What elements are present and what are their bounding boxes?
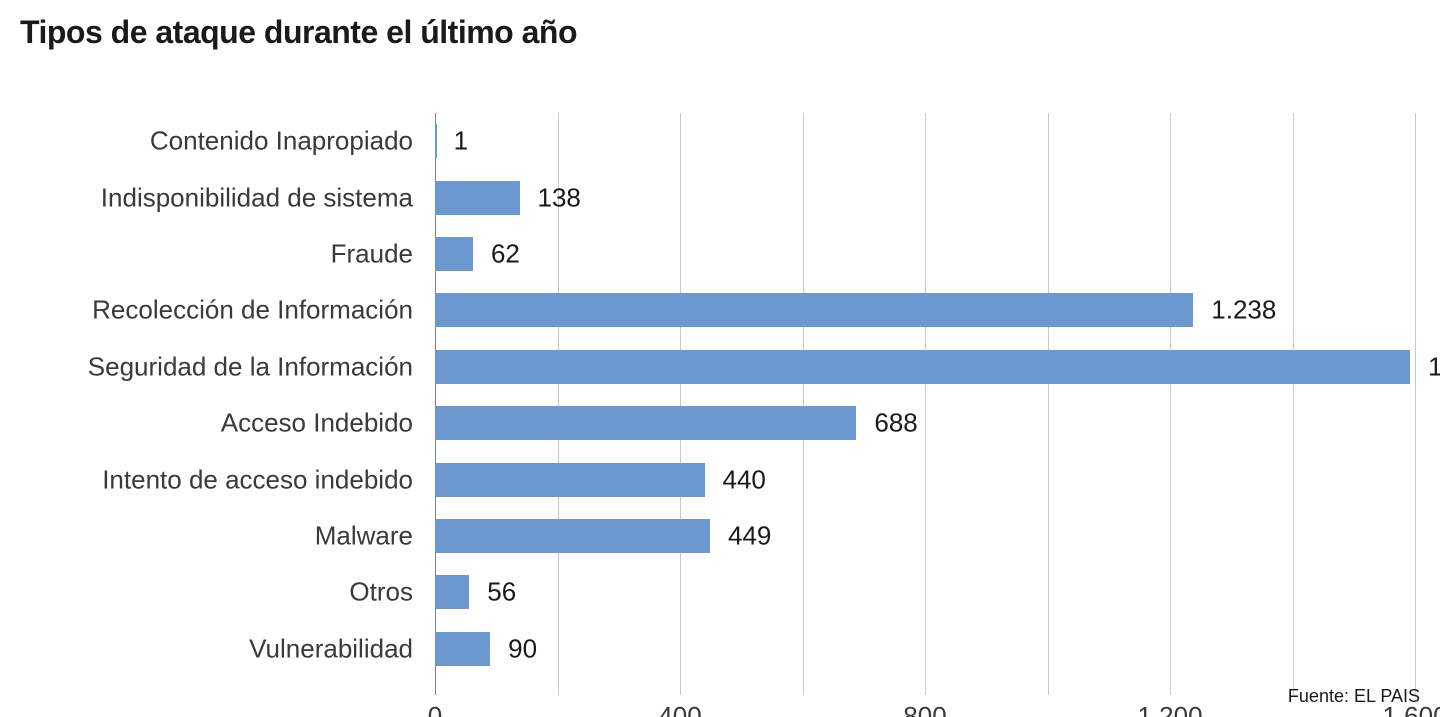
x-tick-label: 0: [428, 701, 442, 717]
category-label: Malware: [20, 521, 413, 552]
grid-line: [680, 113, 681, 695]
category-label: Acceso Indebido: [20, 408, 413, 439]
bar-value-label: 138: [538, 182, 581, 213]
bar: [435, 181, 520, 215]
bar: [435, 406, 856, 440]
grid-line: [803, 113, 804, 695]
category-label: Fraude: [20, 239, 413, 270]
category-label: Intento de acceso indebido: [20, 464, 413, 495]
chart-source: Fuente: EL PAIS: [1288, 686, 1420, 707]
bar: [435, 463, 705, 497]
category-label: Contenido Inapropiado: [20, 126, 413, 157]
bar: [435, 350, 1410, 384]
x-tick-label: 800: [903, 701, 946, 717]
bar-value-label: 1: [454, 126, 468, 157]
bar-value-label: 62: [491, 239, 520, 270]
grid-line: [1415, 113, 1416, 695]
bar: [435, 519, 710, 553]
grid-line: [1293, 113, 1294, 695]
chart-title: Tipos de ataque durante el último año: [20, 14, 1420, 51]
category-label: Seguridad de la Información: [20, 351, 413, 382]
category-label: Recolección de Información: [20, 295, 413, 326]
bar-value-label: 1.592: [1428, 351, 1440, 382]
bar: [435, 237, 473, 271]
bar-value-label: 90: [508, 633, 537, 664]
x-tick-label: 400: [658, 701, 701, 717]
bar: [435, 575, 469, 609]
bar: [435, 632, 490, 666]
grid-line: [925, 113, 926, 695]
chart-container: Tipos de ataque durante el último año Co…: [0, 0, 1440, 717]
bar-value-label: 688: [874, 408, 917, 439]
bar-value-label: 1.238: [1211, 295, 1276, 326]
grid-line: [1170, 113, 1171, 695]
x-tick-label: 1.200: [1137, 701, 1202, 717]
category-label: Indisponibilidad de sistema: [20, 182, 413, 213]
category-label: Vulnerabilidad: [20, 633, 413, 664]
category-label: Otros: [20, 577, 413, 608]
chart-plot-area: Contenido Inapropiado 1 Indisponibilidad d…: [20, 113, 1415, 717]
bar: [435, 293, 1193, 327]
bar-value-label: 449: [728, 521, 771, 552]
grid-line: [1048, 113, 1049, 695]
bar-value-label: 56: [487, 577, 516, 608]
bar: [435, 124, 437, 158]
bar-value-label: 440: [723, 464, 766, 495]
